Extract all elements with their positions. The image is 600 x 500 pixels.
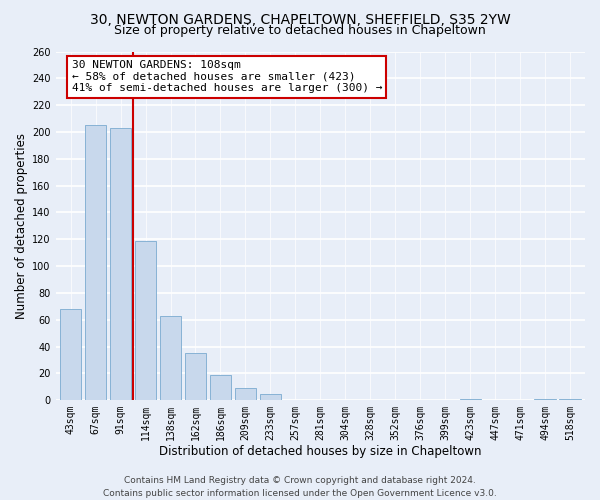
Y-axis label: Number of detached properties: Number of detached properties [15,133,28,319]
Bar [85,126,106,400]
Bar [260,394,281,400]
Bar [110,128,131,400]
Bar [535,399,556,400]
Bar [185,354,206,400]
Bar [160,316,181,400]
Text: 30, NEWTON GARDENS, CHAPELTOWN, SHEFFIELD, S35 2YW: 30, NEWTON GARDENS, CHAPELTOWN, SHEFFIEL… [89,12,511,26]
Bar [60,309,81,400]
Bar [135,240,156,400]
Bar [235,388,256,400]
Bar [210,374,231,400]
Text: 30 NEWTON GARDENS: 108sqm
← 58% of detached houses are smaller (423)
41% of semi: 30 NEWTON GARDENS: 108sqm ← 58% of detac… [71,60,382,94]
Text: Size of property relative to detached houses in Chapeltown: Size of property relative to detached ho… [114,24,486,37]
Bar [559,399,581,400]
X-axis label: Distribution of detached houses by size in Chapeltown: Distribution of detached houses by size … [159,444,482,458]
Text: Contains HM Land Registry data © Crown copyright and database right 2024.
Contai: Contains HM Land Registry data © Crown c… [103,476,497,498]
Bar [460,399,481,400]
